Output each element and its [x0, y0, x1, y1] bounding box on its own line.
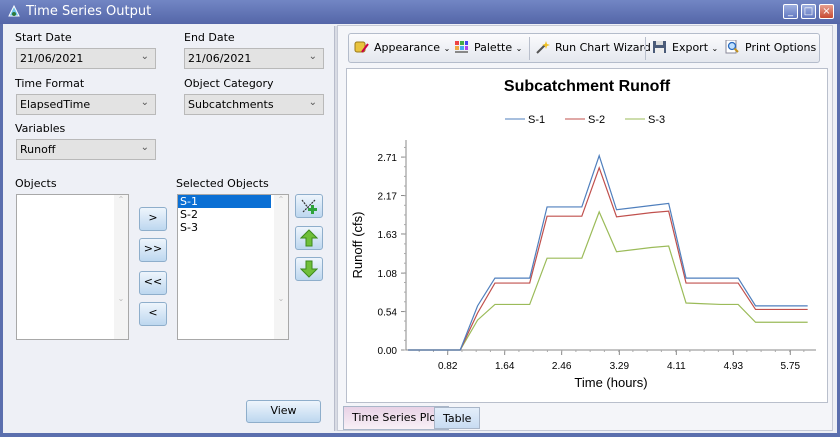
chart-title: Subcatchment Runoff: [504, 78, 671, 95]
x-tick-label: 1.64: [495, 361, 515, 372]
tab-time-series-plot[interactable]: Time Series Plot: [343, 406, 450, 430]
app-icon: [8, 5, 20, 17]
maximize-button[interactable]: □: [801, 4, 816, 19]
run-chart-wizard-label: Run Chart Wizard: [555, 41, 651, 54]
paint-icon: [354, 41, 369, 53]
export-label: Export: [672, 41, 709, 54]
start-date-combo[interactable]: 21/06/2021 ⌄: [16, 48, 156, 69]
end-date-label: End Date: [184, 31, 235, 44]
move-up-button[interactable]: [295, 226, 323, 250]
series-line-s-3: [408, 210, 808, 351]
palette-icon: [455, 41, 468, 53]
object-category-combo[interactable]: Subcatchments ⌄: [184, 94, 324, 115]
palette-label: Palette: [474, 41, 513, 54]
time-format-label: Time Format: [15, 77, 85, 90]
add-all-objects-button[interactable]: >>: [139, 238, 167, 262]
minimize-button[interactable]: _: [783, 4, 798, 19]
x-tick-label: 5.75: [781, 361, 801, 372]
series-line-s-1: [408, 153, 808, 351]
chart-area: Subcatchment Runoff S-1 S-2 S-3 0.00 0.54 1.08…: [346, 68, 828, 403]
magnifier-icon: [725, 40, 739, 54]
start-date-label: Start Date: [15, 31, 72, 44]
chart-add-icon: [301, 199, 317, 214]
object-category-label: Object Category: [184, 77, 274, 90]
scrollbar[interactable]: ⌃ ⌄: [114, 195, 128, 339]
x-tick-label: 4.11: [667, 361, 686, 372]
variables-value: Runoff: [20, 143, 56, 156]
variables-label: Variables: [15, 122, 66, 135]
variables-combo[interactable]: Runoff ⌄: [16, 139, 156, 160]
objects-label: Objects: [15, 177, 57, 190]
remove-all-objects-button[interactable]: <<: [139, 271, 167, 295]
add-series-button[interactable]: [295, 194, 323, 218]
close-button[interactable]: ×: [819, 4, 834, 19]
y-tick-label: 0.54: [378, 308, 398, 319]
end-date-combo[interactable]: 21/06/2021 ⌄: [184, 48, 324, 69]
view-button[interactable]: View: [246, 400, 321, 423]
x-tick-label: 0.82: [438, 361, 458, 372]
appearance-button[interactable]: Appearance ⌄: [354, 38, 450, 58]
runoff-chart: Subcatchment Runoff S-1 S-2 S-3 0.00 0.54 1.08…: [350, 78, 816, 390]
series-line-s-2: [408, 165, 808, 351]
chevron-down-icon: ⌄: [308, 97, 317, 108]
object-category-value: Subcatchments: [188, 98, 274, 111]
print-options-button[interactable]: Print Options: [725, 38, 816, 58]
export-button[interactable]: Export ⌄: [652, 38, 718, 58]
y-tick-label: 0.00: [378, 346, 398, 357]
toolbar-separator: [529, 37, 530, 60]
palette-button[interactable]: Palette ⌄: [454, 38, 522, 58]
y-tick-label: 2.17: [378, 192, 398, 203]
list-item[interactable]: S-3: [180, 221, 198, 234]
move-down-button[interactable]: [295, 257, 323, 281]
tab-table[interactable]: Table: [434, 407, 481, 429]
window-title: Time Series Output: [26, 4, 152, 19]
start-date-value: 21/06/2021: [20, 52, 84, 65]
run-chart-wizard-button[interactable]: Run Chart Wizard: [535, 38, 651, 58]
splitter[interactable]: [334, 26, 338, 431]
toolbar-separator: [645, 37, 646, 60]
chart-toolbar: Appearance ⌄ Palette ⌄ Run Chart Wizard …: [348, 33, 820, 63]
remove-object-button[interactable]: <: [139, 302, 167, 326]
x-axis-label: Time (hours): [574, 375, 647, 390]
legend-label: S-1: [528, 114, 545, 126]
scrollbar[interactable]: ⌃ ⌄: [274, 195, 288, 339]
chevron-down-icon: ⌄: [140, 142, 149, 153]
y-axis-label: Runoff (cfs): [350, 212, 365, 279]
print-options-label: Print Options: [745, 41, 817, 54]
x-tick-label: 4.93: [724, 361, 744, 372]
x-tick-label: 2.46: [552, 361, 572, 372]
title-bar: Time Series Output _ □ ×: [0, 0, 840, 24]
objects-list[interactable]: ⌃ ⌄: [16, 194, 129, 340]
appearance-label: Appearance: [374, 41, 441, 54]
chevron-down-icon: ⌄: [140, 97, 149, 108]
selected-objects-label: Selected Objects: [176, 177, 269, 190]
arrow-down-icon: [299, 260, 319, 278]
list-item[interactable]: S-2: [180, 208, 198, 221]
y-tick-label: 1.08: [378, 269, 398, 280]
add-object-button[interactable]: >: [139, 207, 167, 231]
chevron-down-icon: ⌄: [140, 51, 149, 62]
y-tick-label: 1.63: [378, 230, 398, 241]
y-tick-label: 2.71: [378, 153, 398, 164]
time-format-value: ElapsedTime: [20, 98, 91, 111]
legend-label: S-3: [648, 114, 665, 126]
window-body: Start Date 21/06/2021 ⌄ End Date 21/06/20…: [3, 24, 837, 433]
save-icon: [653, 41, 666, 53]
time-format-combo[interactable]: ElapsedTime ⌄: [16, 94, 156, 115]
selected-objects-list[interactable]: S-1 S-2 S-3 ⌃ ⌄: [177, 194, 289, 340]
chart-panel: Appearance ⌄ Palette ⌄ Run Chart Wizard …: [337, 25, 833, 431]
chevron-down-icon: ⌄: [308, 51, 317, 62]
end-date-value: 21/06/2021: [188, 52, 252, 65]
wand-icon: [536, 41, 550, 54]
x-tick-label: 3.29: [610, 361, 630, 372]
list-item[interactable]: S-1: [178, 195, 271, 208]
legend-label: S-2: [588, 114, 605, 126]
arrow-up-icon: [299, 229, 319, 247]
